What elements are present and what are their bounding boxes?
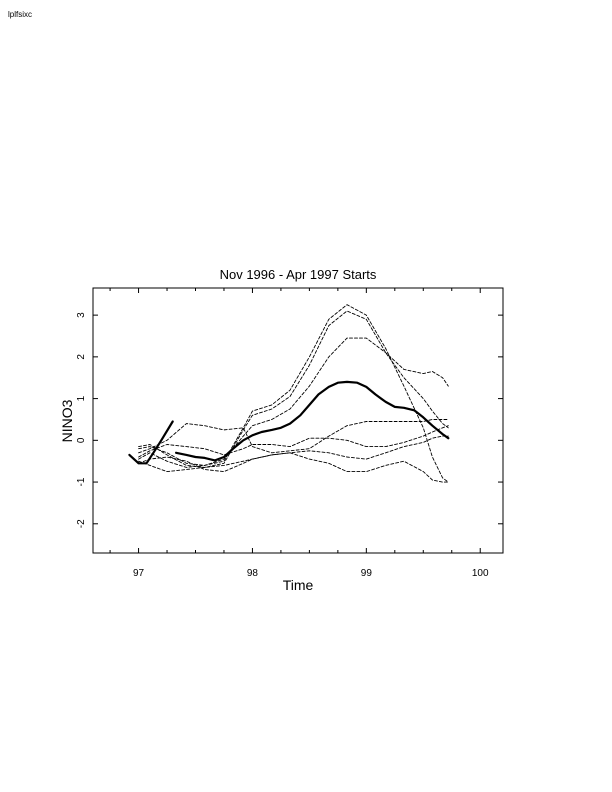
x-axis: 97 98 99 100 xyxy=(109,288,489,579)
ensemble-member-line xyxy=(138,435,449,473)
observed-line xyxy=(128,420,174,465)
y-tick-label: -1 xyxy=(76,477,87,486)
y-axis: -2 -1 0 1 2 3 xyxy=(76,312,503,528)
ensemble-member-line xyxy=(138,452,449,483)
y-tick-label: 2 xyxy=(76,354,87,360)
y-tick-label: -2 xyxy=(76,519,87,528)
ensemble-member-line xyxy=(138,337,449,468)
plot-frame xyxy=(92,287,504,554)
series-layer xyxy=(128,304,450,483)
corner-label: lplfsixc xyxy=(8,10,33,19)
chart-title: Nov 1996 - Apr 1997 Starts xyxy=(220,267,377,282)
ensemble-mean-line xyxy=(175,380,450,462)
x-tick-label: 97 xyxy=(133,568,145,579)
ensemble-member-line xyxy=(138,310,449,468)
y-tick-label: 1 xyxy=(76,395,87,401)
ensemble-member-line xyxy=(138,425,449,458)
y-axis-label: NINO3 xyxy=(59,399,75,442)
y-tick-label: 3 xyxy=(76,312,87,318)
x-tick-label: 98 xyxy=(247,568,259,579)
x-axis-label: Time xyxy=(283,577,314,593)
ensemble-member-line xyxy=(138,304,449,483)
y-tick-label: 0 xyxy=(76,437,87,443)
x-tick-label: 100 xyxy=(472,568,489,579)
ensemble-member-line xyxy=(138,419,449,454)
x-tick-label: 99 xyxy=(361,568,373,579)
